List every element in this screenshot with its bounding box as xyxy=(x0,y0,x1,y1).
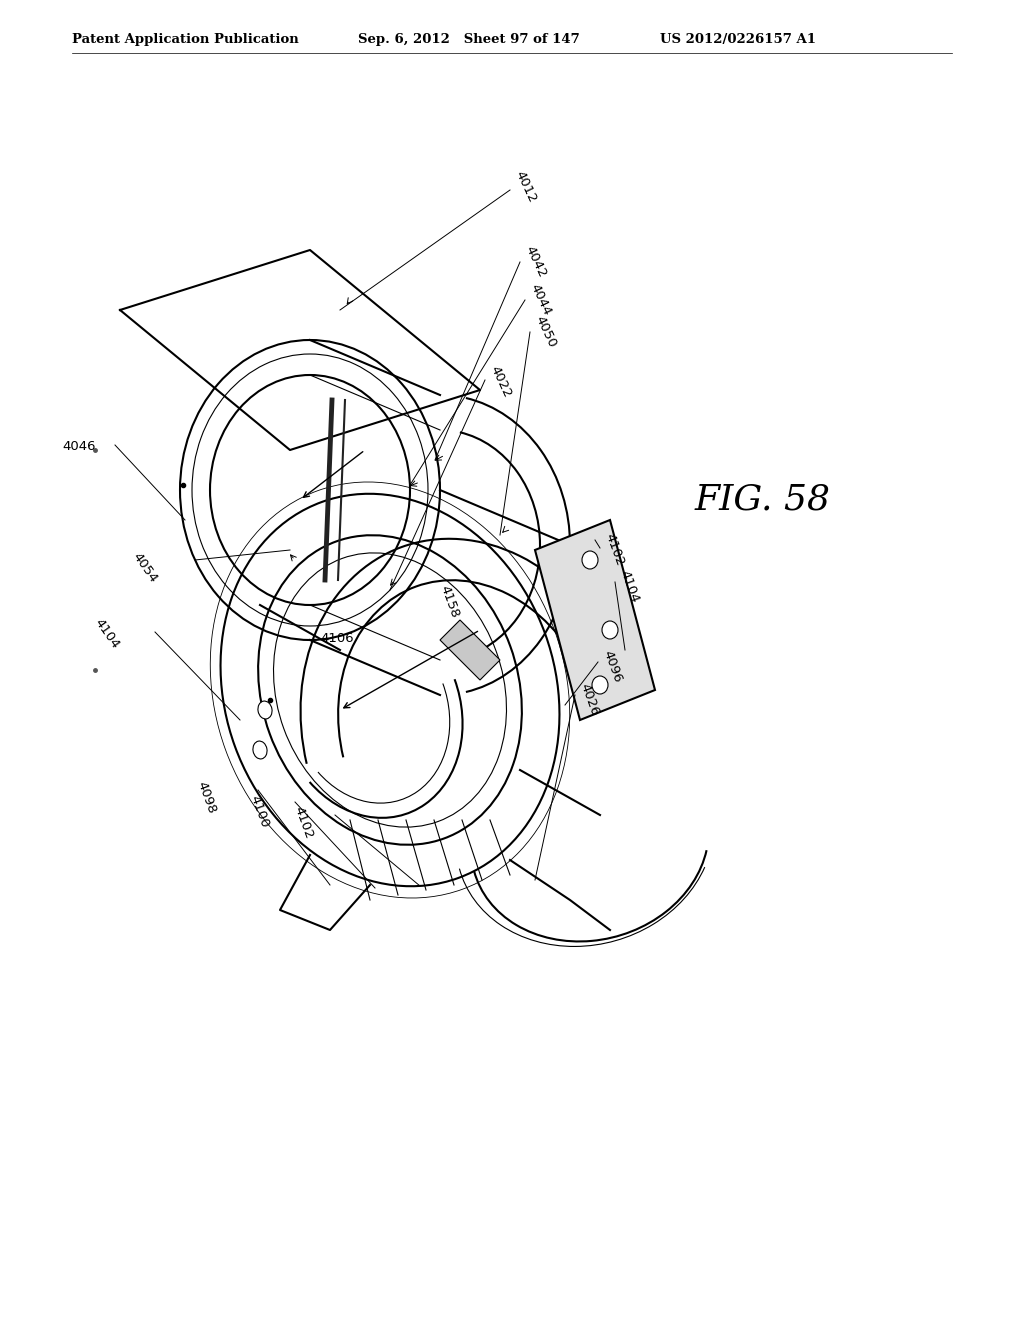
Text: US 2012/0226157 A1: US 2012/0226157 A1 xyxy=(660,33,816,46)
Text: 4012: 4012 xyxy=(513,169,539,205)
Text: 4104: 4104 xyxy=(618,569,642,605)
Ellipse shape xyxy=(602,620,618,639)
Text: 4046: 4046 xyxy=(62,441,95,454)
Text: 4050: 4050 xyxy=(534,314,559,350)
Ellipse shape xyxy=(592,676,608,694)
Text: FIG. 58: FIG. 58 xyxy=(695,483,831,517)
Ellipse shape xyxy=(582,550,598,569)
Polygon shape xyxy=(440,620,500,680)
Text: 4102: 4102 xyxy=(292,805,315,841)
Text: Sep. 6, 2012   Sheet 97 of 147: Sep. 6, 2012 Sheet 97 of 147 xyxy=(358,33,580,46)
Text: 4042: 4042 xyxy=(523,244,549,280)
Polygon shape xyxy=(535,520,655,719)
Text: 4054: 4054 xyxy=(130,550,160,586)
Text: 4022: 4022 xyxy=(488,364,514,400)
Text: 4102: 4102 xyxy=(603,532,627,568)
Text: 4044: 4044 xyxy=(528,282,554,318)
Text: 4096: 4096 xyxy=(601,649,625,685)
Text: 4104: 4104 xyxy=(92,616,122,652)
Ellipse shape xyxy=(258,701,272,719)
Text: 4026: 4026 xyxy=(578,682,602,718)
Ellipse shape xyxy=(253,741,267,759)
Text: 4158: 4158 xyxy=(438,583,462,620)
Text: Patent Application Publication: Patent Application Publication xyxy=(72,33,299,46)
Text: 4100: 4100 xyxy=(248,793,271,830)
Text: 4098: 4098 xyxy=(195,780,219,816)
Text: 4106: 4106 xyxy=(319,631,353,644)
